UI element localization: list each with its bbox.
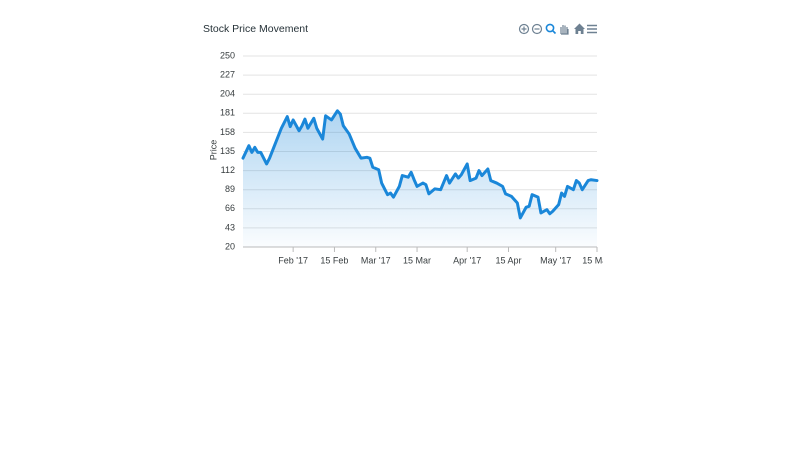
pan-button[interactable] — [560, 25, 569, 35]
toolbar — [518, 23, 597, 35]
x-tick-label: Mar '17 — [361, 255, 391, 265]
y-tick-label: 43 — [225, 222, 235, 232]
menu-button[interactable] — [587, 24, 597, 34]
zoom-select-button[interactable] — [545, 23, 557, 35]
y-tick-label: 135 — [220, 146, 235, 156]
x-tick-label: Feb '17 — [278, 255, 308, 265]
x-tick-labels: Feb '17 15 Feb Mar '17 15 Mar Apr '17 15 Apr M… — [278, 255, 612, 265]
chart-title: Stock Price Movement — [203, 23, 308, 35]
y-tick-label: 89 — [225, 184, 235, 194]
y-axis-label: Price — [208, 140, 218, 161]
y-tick-label: 20 — [225, 241, 235, 251]
x-tick-label: Apr '17 — [453, 255, 481, 265]
zoom-in-button[interactable] — [518, 23, 530, 35]
area-fill — [243, 110, 597, 247]
y-tick-label: 112 — [221, 165, 235, 175]
price-line — [241, 109, 599, 220]
zoom-out-button[interactable] — [531, 23, 543, 35]
y-tick-label: 227 — [220, 69, 235, 79]
y-tick-label: 250 — [220, 50, 235, 60]
y-tick-label: 66 — [225, 203, 235, 213]
y-tick-label: 204 — [220, 89, 235, 99]
x-tick-label: 15 May — [582, 255, 612, 265]
x-tick-label: 15 Feb — [320, 255, 348, 265]
y-tick-label: 181 — [220, 108, 235, 118]
reset-button[interactable] — [574, 23, 585, 35]
y-tick-label: 158 — [220, 127, 235, 137]
x-tick-label: May '17 — [540, 255, 571, 265]
x-tick-label: 15 Apr — [495, 255, 521, 265]
x-tick-label: 15 Mar — [403, 255, 431, 265]
